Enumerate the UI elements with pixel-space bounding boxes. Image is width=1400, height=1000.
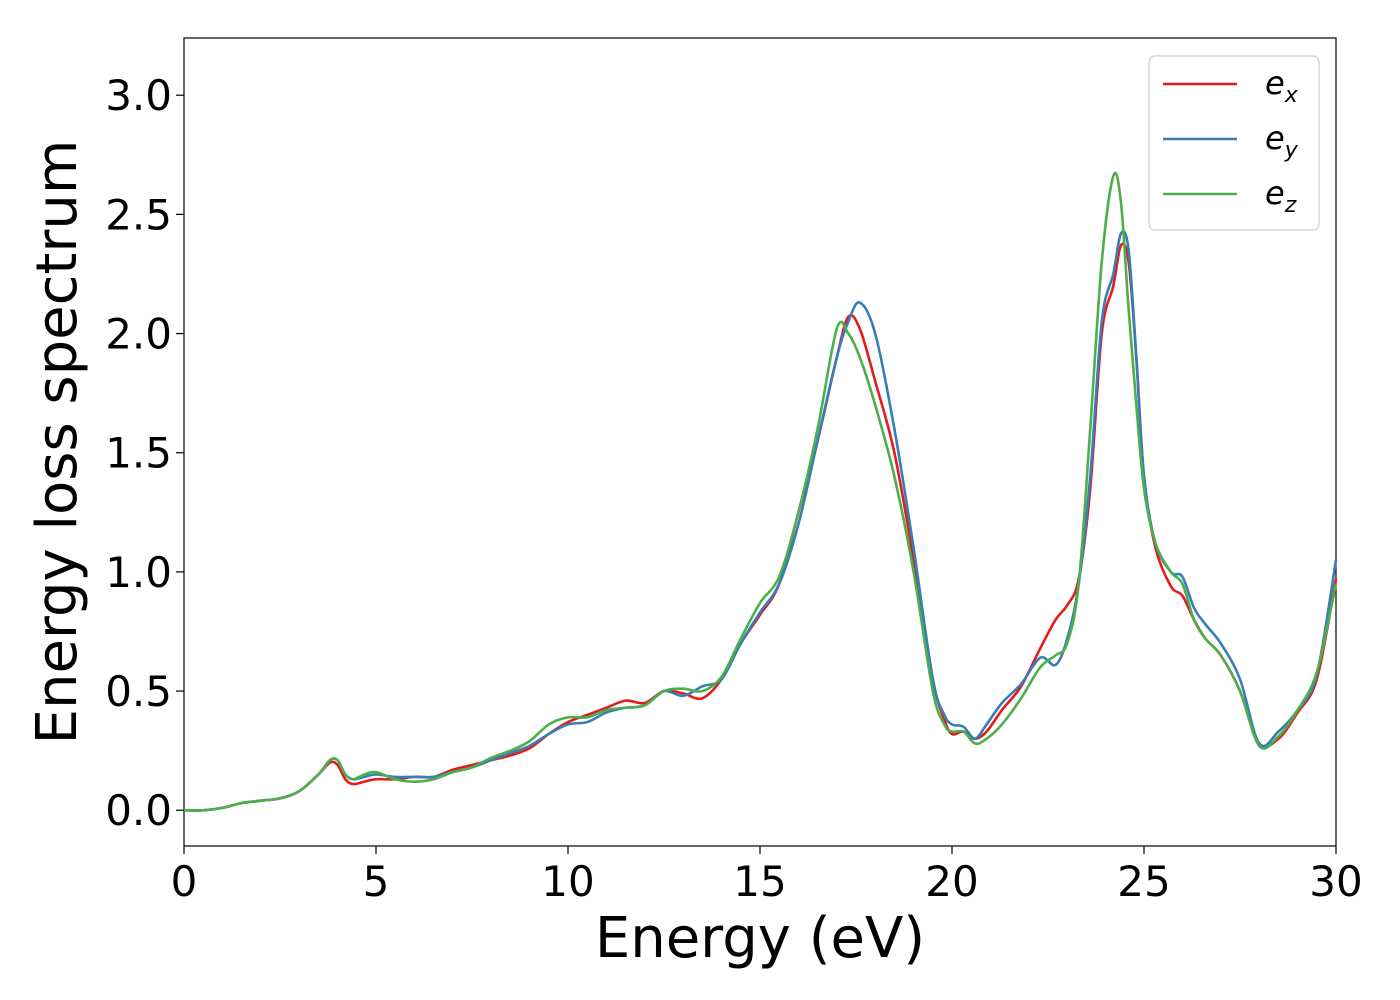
legend: ex ey ez bbox=[1148, 55, 1320, 231]
x-tick-label: 15 bbox=[733, 857, 786, 906]
series-line-z bbox=[183, 171, 1338, 812]
y-tick-label: 3.0 bbox=[105, 71, 172, 120]
series-line-x bbox=[183, 242, 1338, 812]
x-tick-label: 30 bbox=[1309, 857, 1362, 906]
x-axis: 0 5 10 15 20 25 30 bbox=[171, 846, 1363, 906]
x-tick-label: 10 bbox=[541, 857, 594, 906]
y-tick-label: 2.0 bbox=[105, 310, 172, 359]
series-layer bbox=[183, 171, 1338, 812]
x-axis-title: Energy (eV) bbox=[595, 906, 925, 971]
legend-label-y: ey bbox=[1265, 119, 1299, 163]
y-tick-label: 0.5 bbox=[105, 667, 172, 716]
y-tick-label: 1.5 bbox=[105, 429, 172, 478]
x-tick-label: 20 bbox=[925, 857, 978, 906]
y-tick-label: 0.0 bbox=[105, 786, 172, 835]
series-line-y bbox=[183, 230, 1338, 812]
x-tick-label: 5 bbox=[363, 857, 390, 906]
legend-label-z: ez bbox=[1265, 174, 1297, 218]
y-tick-label: 2.5 bbox=[105, 190, 172, 239]
x-tick-label: 25 bbox=[1117, 857, 1170, 906]
x-tick-label: 0 bbox=[171, 857, 198, 906]
y-tick-label: 1.0 bbox=[105, 548, 172, 597]
legend-label-x: ex bbox=[1265, 64, 1299, 108]
legend-box bbox=[1148, 55, 1320, 231]
y-axis: 0.0 0.5 1.0 1.5 2.0 2.5 3.0 bbox=[105, 71, 184, 835]
y-axis-title: Energy loss spectrum bbox=[25, 140, 90, 745]
